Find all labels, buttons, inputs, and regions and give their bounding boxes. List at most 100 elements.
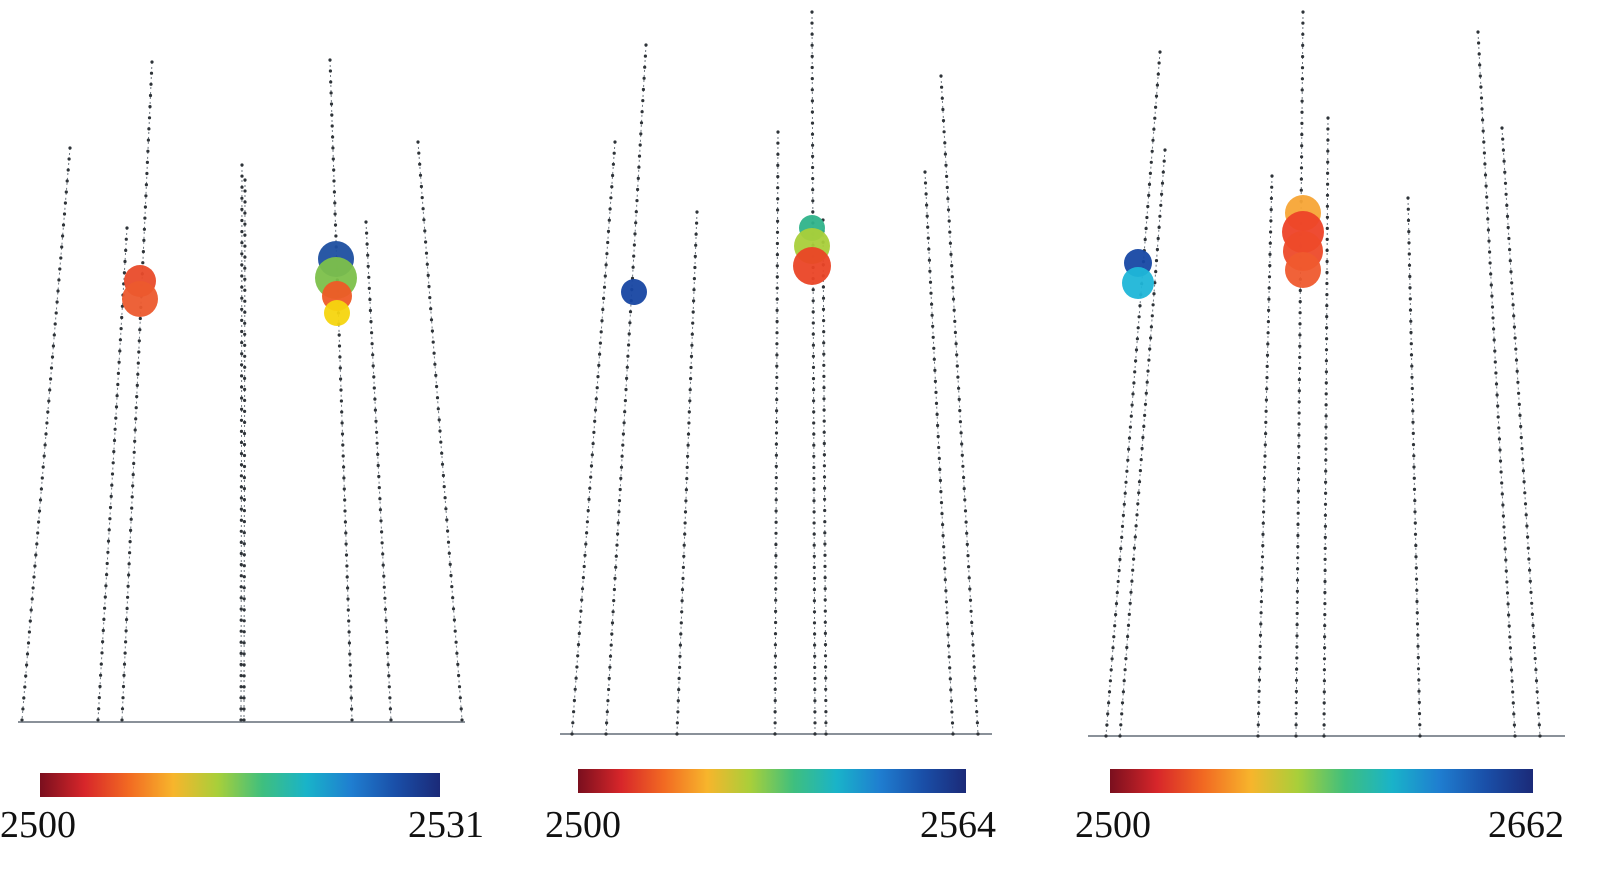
well-sample-dot	[104, 584, 108, 588]
well-trace	[1118, 148, 1167, 738]
well-sample-dot	[1528, 568, 1532, 572]
well-sample-dot	[45, 421, 49, 425]
well-sample-dot	[112, 438, 117, 443]
well-sample-dot	[1300, 88, 1304, 92]
well-sample-dot	[774, 598, 778, 602]
well-sample-dot	[1296, 522, 1300, 527]
well-sample-dot	[1500, 492, 1504, 496]
well-sample-dot	[239, 674, 243, 678]
well-sample-dot	[137, 350, 141, 354]
well-sample-dot	[589, 464, 594, 468]
well-sample-dot	[1496, 404, 1500, 408]
well-sample-dot	[1490, 294, 1494, 298]
well-sample-dot	[1326, 116, 1330, 120]
well-sample-dot	[577, 631, 581, 636]
well-sample-dot	[375, 441, 379, 445]
well-sample-dot	[240, 174, 244, 178]
well-sample-dot	[1527, 557, 1531, 561]
well-sample-dot	[1409, 353, 1414, 357]
well-sample-dot	[239, 640, 243, 644]
well-sample-dot	[610, 185, 614, 189]
well-sample-dot	[688, 399, 692, 403]
well-sample-dot	[811, 188, 815, 192]
well-sample-dot	[1533, 657, 1537, 661]
well-sample-dot	[1488, 250, 1492, 254]
well-sample-dot	[1151, 138, 1155, 142]
well-sample-dot	[332, 168, 336, 172]
well-sample-dot	[1110, 657, 1114, 661]
well-sample-dot	[121, 684, 126, 689]
well-sample-dot	[617, 499, 622, 503]
well-sample-dot	[125, 606, 129, 611]
well-sample-dot	[1513, 336, 1517, 340]
well-sample-dot	[1532, 646, 1537, 650]
well-sample-dot	[1152, 292, 1156, 296]
well-sample-dot	[639, 132, 643, 136]
well-sample-dot	[430, 329, 434, 333]
well-sample-dot	[1297, 433, 1301, 437]
well-sample-dot	[349, 696, 353, 700]
well-sample-dot	[1128, 601, 1132, 605]
well-sample-dot	[775, 319, 779, 324]
well-sample-dot	[129, 528, 133, 533]
well-sample-dot	[1301, 10, 1305, 14]
well-sample-dot	[240, 363, 244, 367]
well-sample-dot	[611, 173, 615, 178]
well-sample-dot	[451, 607, 456, 611]
well-sample-dot	[1535, 690, 1539, 694]
well-sample-dot	[614, 554, 618, 558]
well-sample-dot	[1519, 435, 1523, 440]
well-sample-dot	[605, 710, 609, 714]
well-sample-dot	[1498, 448, 1502, 452]
well-sample-dot	[346, 597, 350, 601]
well-sample-dot	[242, 674, 246, 678]
colorbar-max-label: 2662	[1488, 804, 1564, 846]
well-sample-dot	[1534, 668, 1538, 672]
well-sample-dot	[1143, 402, 1148, 406]
well-sample-dot	[574, 676, 578, 680]
well-sample-dot	[1258, 656, 1262, 660]
well-sample-dot	[419, 184, 423, 189]
well-sample-dot	[243, 222, 247, 226]
well-sample-dot	[122, 662, 127, 666]
well-sample-dot	[968, 598, 973, 602]
well-sample-dot	[693, 265, 697, 270]
well-sample-dot	[1413, 521, 1417, 525]
well-sample-dot	[1478, 63, 1482, 67]
well-sample-dot	[1159, 203, 1163, 207]
well-sample-dot	[118, 338, 122, 342]
well-sample-dot	[931, 324, 935, 328]
well-trace	[20, 146, 72, 722]
well-sample-dot	[135, 395, 139, 399]
well-sample-dot	[1416, 644, 1420, 648]
well-sample-dot	[942, 545, 946, 549]
well-sample-dot	[627, 332, 631, 336]
well-sample-dot	[628, 310, 633, 314]
well-sample-dot	[37, 509, 42, 513]
well-sample-dot	[640, 110, 644, 114]
well-sample-dot	[812, 599, 817, 603]
well-sample-dot	[811, 310, 815, 314]
well-trace	[773, 130, 780, 736]
well-sample-dot	[944, 589, 948, 593]
well-sample-dot	[344, 553, 349, 557]
well-sample-dot	[1154, 105, 1158, 109]
well-sample-dot	[242, 453, 247, 458]
well-sample-dot	[373, 408, 377, 412]
well-sample-dot	[429, 307, 433, 311]
well-sample-dot	[1266, 342, 1270, 346]
well-sample-dot	[49, 377, 53, 381]
well-sample-dot	[1409, 319, 1413, 323]
well-sample-dot	[776, 186, 780, 190]
well-sample-dot	[1415, 588, 1419, 592]
well-sample-dot	[1324, 425, 1328, 429]
well-sample-dot	[1325, 315, 1329, 319]
well-sample-dot	[381, 563, 385, 567]
well-sample-dot	[683, 521, 687, 525]
well-sample-dot	[1417, 689, 1421, 693]
well-sample-dot	[120, 315, 124, 320]
well-sample-dot	[773, 699, 777, 703]
well-sample-dot	[622, 421, 626, 425]
well-sample-dot	[143, 216, 147, 220]
well-sample-dot	[1414, 543, 1418, 548]
